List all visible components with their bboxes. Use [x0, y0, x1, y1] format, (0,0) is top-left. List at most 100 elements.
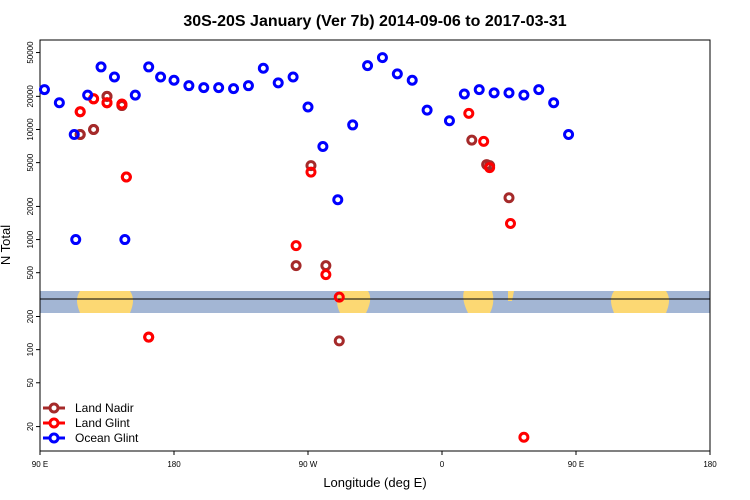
y-tick-label: 50000	[26, 41, 35, 64]
data-point	[101, 97, 113, 109]
data-point	[143, 331, 155, 343]
data-point	[533, 84, 545, 96]
data-point	[88, 123, 100, 135]
data-point	[362, 60, 374, 72]
data-points	[38, 52, 575, 443]
data-point	[503, 192, 515, 204]
y-tick-label: 2000	[26, 197, 35, 215]
data-point	[287, 71, 299, 83]
data-point	[320, 260, 332, 272]
data-point	[155, 71, 167, 83]
data-point	[443, 115, 455, 127]
x-tick-label: 180	[703, 460, 717, 469]
series-land-glint	[74, 93, 530, 443]
legend-label: Ocean Glint	[75, 431, 139, 445]
data-point	[347, 119, 359, 131]
land-band	[40, 291, 710, 313]
land-band-africa	[463, 291, 494, 313]
chart-title: 30S-20S January (Ver 7b) 2014-09-06 to 2…	[183, 13, 566, 30]
data-point	[391, 68, 403, 80]
data-point	[504, 217, 516, 229]
legend-label: Land Glint	[75, 416, 130, 430]
y-tick-label: 5000	[26, 153, 35, 171]
data-point	[463, 107, 475, 119]
data-point	[302, 101, 314, 113]
data-point	[101, 90, 113, 102]
data-point	[317, 141, 329, 153]
legend-marker	[48, 417, 60, 429]
plot-frame	[39, 39, 711, 452]
y-tick-label: 200	[26, 309, 35, 323]
data-point	[53, 97, 65, 109]
data-point	[198, 82, 210, 94]
data-point	[332, 194, 344, 206]
y-tick-label: 50	[26, 378, 35, 387]
data-point	[70, 234, 82, 246]
y-axis-label: N Total	[0, 225, 13, 265]
data-point	[257, 62, 269, 74]
data-point	[376, 52, 388, 64]
data-point	[74, 129, 86, 141]
data-point	[290, 260, 302, 272]
data-point	[143, 61, 155, 73]
x-axis: 90 E 180 90 W 0 90 E 180	[32, 451, 717, 469]
series-ocean-glint	[38, 52, 575, 246]
data-point	[120, 171, 132, 183]
data-point	[488, 87, 500, 99]
y-tick-label: 20	[26, 422, 35, 431]
legend-marker	[48, 402, 60, 414]
data-point	[333, 291, 345, 303]
data-point	[503, 87, 515, 99]
data-point	[242, 80, 254, 92]
x-tick-label: 90 E	[32, 460, 48, 469]
data-point	[458, 88, 470, 100]
y-tick-label: 10000	[26, 118, 35, 141]
x-tick-label: 180	[167, 460, 181, 469]
data-point	[228, 83, 240, 95]
data-point	[95, 61, 107, 73]
y-tick-label: 1000	[26, 230, 35, 248]
data-point	[478, 135, 490, 147]
data-point	[305, 166, 317, 178]
x-tick-label: 90 E	[568, 460, 584, 469]
data-point	[333, 335, 345, 347]
data-point	[116, 98, 128, 110]
data-point	[548, 97, 560, 109]
data-point	[119, 234, 131, 246]
legend-marker	[48, 432, 60, 444]
x-axis-label: Longitude (deg E)	[323, 475, 426, 490]
data-point	[213, 82, 225, 94]
land-band-australia	[77, 291, 133, 313]
data-point	[406, 74, 418, 86]
data-point	[82, 89, 94, 101]
x-tick-label: 90 W	[299, 460, 318, 469]
x-tick-label: 0	[440, 460, 445, 469]
y-axis: 20 50 100 200 500 1000 2000 5000 10000 20000 50000	[26, 41, 40, 431]
y-tick-label: 20000	[26, 85, 35, 108]
data-point	[129, 89, 141, 101]
land-band-australia-repeat	[611, 291, 669, 313]
legend-label: Land Nadir	[75, 401, 134, 415]
data-point	[473, 84, 485, 96]
data-point	[563, 129, 575, 141]
data-point	[290, 240, 302, 252]
data-point	[168, 74, 180, 86]
data-point	[108, 71, 120, 83]
data-point	[518, 89, 530, 101]
y-tick-label: 100	[26, 342, 35, 356]
data-point	[74, 106, 86, 118]
land-band-ocean	[40, 291, 710, 313]
land-band-south-america	[337, 291, 371, 313]
data-point	[320, 269, 332, 281]
data-point	[466, 134, 478, 146]
data-point	[272, 77, 284, 89]
data-point	[421, 104, 433, 116]
data-point	[518, 431, 530, 443]
data-point	[183, 80, 195, 92]
data-point	[68, 129, 80, 141]
data-point	[484, 162, 496, 174]
data-point	[38, 84, 50, 96]
y-tick-label: 500	[26, 265, 35, 279]
